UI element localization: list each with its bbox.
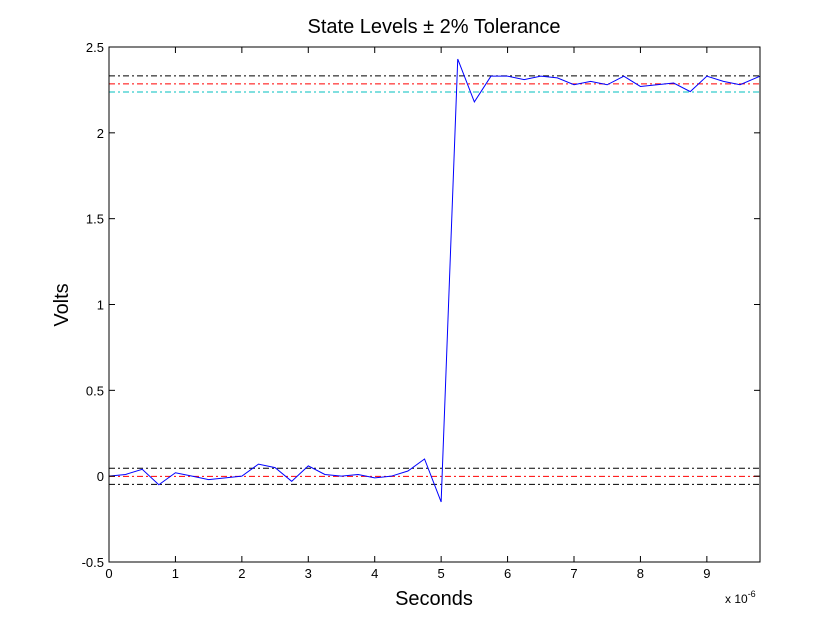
y-tick-label: 1.5 — [86, 212, 104, 227]
series-line-0 — [108, 58, 761, 503]
x-tick-label: 8 — [637, 566, 644, 581]
y-tick-label: 2 — [97, 126, 104, 141]
x-exponent-base: x 10 — [725, 592, 748, 606]
x-exponent-label: x 10-6 — [725, 589, 756, 606]
y-tick-label: 1 — [97, 298, 104, 313]
x-tick-label: 5 — [438, 566, 445, 581]
x-exponent-power: -6 — [748, 589, 756, 599]
x-tick-label: 0 — [105, 566, 112, 581]
y-tick-label: -0.5 — [82, 555, 104, 570]
x-tick-label: 3 — [305, 566, 312, 581]
x-tick-label: 1 — [172, 566, 179, 581]
y-tick-label: 0 — [97, 469, 104, 484]
chart-title: State Levels ± 2% Tolerance — [308, 16, 561, 38]
x-axis-label: Seconds — [395, 588, 473, 610]
x-tick-label: 4 — [371, 566, 378, 581]
plot-area: 0 1 2 3 4 5 6 7 8 9-0.500.511.522.5 — [82, 40, 761, 581]
x-tick-label: 6 — [504, 566, 511, 581]
x-tick-label: 9 — [703, 566, 710, 581]
y-tick-label: 0.5 — [86, 383, 104, 398]
x-tick-label: 7 — [570, 566, 577, 581]
y-axis-label: Volts — [51, 283, 73, 326]
y-tick-label: 2.5 — [86, 40, 104, 55]
x-tick-label: 2 — [238, 566, 245, 581]
